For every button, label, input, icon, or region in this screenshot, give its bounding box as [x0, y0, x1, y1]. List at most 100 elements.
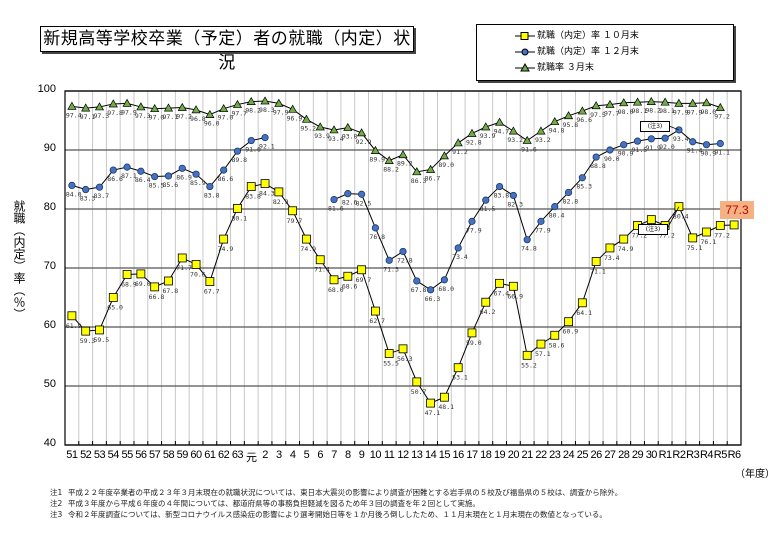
- x-tick-label: R2: [672, 449, 686, 461]
- svg-text:97.2: 97.2: [176, 113, 192, 121]
- svg-text:98.2: 98.2: [645, 107, 661, 115]
- svg-text:80.4: 80.4: [673, 213, 689, 221]
- x-tick-label: 57: [149, 449, 161, 461]
- svg-text:47.1: 47.1: [425, 409, 441, 417]
- svg-text:70.6: 70.6: [190, 270, 206, 278]
- x-tick-label: 16: [452, 449, 465, 461]
- x-tick-label: 61: [204, 449, 216, 461]
- svg-text:97.9: 97.9: [121, 108, 137, 116]
- svg-text:97.4: 97.4: [66, 111, 82, 119]
- legend-item-december: 就職（内定）率 １２月末: [515, 45, 639, 59]
- legend-label: 就職（内定）率 １２月末: [537, 47, 639, 57]
- svg-text:96.9: 96.9: [287, 114, 303, 122]
- svg-text:96.0: 96.0: [204, 120, 220, 128]
- svg-text:86.7: 86.7: [425, 174, 441, 182]
- svg-text:71.1: 71.1: [590, 268, 606, 276]
- x-tick-label: 7: [331, 449, 337, 461]
- svg-text:85.6: 85.6: [162, 181, 178, 189]
- svg-text:93.2: 93.2: [507, 136, 523, 144]
- x-tick-label: 11: [383, 449, 395, 461]
- svg-text:80.4: 80.4: [549, 212, 565, 220]
- footnote-2: 注2 平成３年度から平成６年度の４年間については、都道府県等の事務負担軽減を図るた…: [50, 499, 480, 508]
- x-tick-label: 10: [369, 449, 382, 461]
- svg-text:93.4: 93.4: [328, 135, 344, 143]
- footnotes: 注1 平成２２年度卒業者の平成２３年３月末現在の就職状況については、東日本大震災の…: [50, 487, 622, 520]
- svg-text:84.3: 84.3: [259, 190, 275, 198]
- svg-text:76.8: 76.8: [369, 233, 385, 241]
- svg-text:92.0: 92.0: [659, 143, 675, 151]
- x-tick-label: 56: [135, 449, 147, 461]
- svg-text:74.8: 74.8: [521, 245, 537, 253]
- svg-text:97.9: 97.9: [273, 108, 289, 116]
- svg-text:71.3: 71.3: [383, 265, 399, 273]
- svg-text:67.8: 67.8: [411, 286, 427, 294]
- chart-legend: 就職（内定）率 １０月末 就職（内定）率 １２月末 就職率 ３月末: [476, 24, 734, 81]
- x-tick-label: 3: [276, 449, 282, 461]
- svg-text:77.2: 77.2: [659, 232, 675, 240]
- svg-text:98.3: 98.3: [259, 106, 275, 114]
- x-tick-label: 63: [231, 449, 244, 461]
- svg-text:97.8: 97.8: [107, 109, 123, 117]
- svg-text:92.8: 92.8: [466, 138, 482, 146]
- svg-text:97.2: 97.2: [714, 113, 730, 121]
- svg-text:72.8: 72.8: [397, 256, 413, 264]
- footnote-1: 注1 平成２２年度卒業者の平成２３年３月末現在の就職状況については、東日本大震災の…: [50, 488, 623, 497]
- svg-text:64.1: 64.1: [576, 309, 592, 317]
- svg-text:98.0: 98.0: [701, 108, 717, 116]
- svg-text:66.9: 66.9: [507, 292, 523, 300]
- x-tick-label: 18: [480, 449, 492, 461]
- y-tick-label: 80: [43, 201, 56, 213]
- svg-text:91.6: 91.6: [245, 146, 261, 154]
- svg-text:83.3: 83.3: [80, 195, 96, 203]
- x-tick-label: 54: [107, 449, 120, 461]
- x-tick-label: 5: [303, 449, 310, 461]
- svg-text:91.4: 91.4: [687, 147, 703, 155]
- svg-text:82.9: 82.9: [273, 198, 289, 206]
- x-tick-label: 13: [411, 449, 423, 461]
- x-tick-label: 52: [80, 449, 92, 461]
- x-tick-label: 12: [397, 449, 409, 461]
- svg-text:59.0: 59.0: [466, 339, 482, 347]
- svg-text:90.0: 90.0: [604, 155, 620, 163]
- svg-text:85.5: 85.5: [149, 182, 165, 190]
- triangle-marker-icon: [515, 63, 535, 72]
- svg-text:92.9: 92.9: [356, 138, 372, 146]
- svg-text:86.3: 86.3: [411, 177, 427, 185]
- svg-text:74.9: 74.9: [218, 245, 234, 253]
- svg-text:83.7: 83.7: [93, 192, 109, 200]
- svg-text:97.0: 97.0: [218, 114, 234, 122]
- x-tick-label: 58: [162, 449, 175, 461]
- svg-text:77.9: 77.9: [535, 226, 551, 234]
- svg-text:71.4: 71.4: [314, 266, 330, 274]
- x-tick-label: R3: [686, 449, 700, 461]
- svg-text:90.9: 90.9: [701, 150, 717, 158]
- svg-text:89.9: 89.9: [369, 156, 385, 164]
- svg-text:90.9: 90.9: [618, 150, 634, 158]
- svg-text:98.1: 98.1: [659, 107, 675, 115]
- svg-text:61.9: 61.9: [66, 322, 82, 330]
- svg-text:68.0: 68.0: [328, 286, 344, 294]
- x-tick-label: 15: [438, 449, 451, 461]
- highlight-latest-value: 77.3: [720, 201, 754, 219]
- x-tick-label: 元: [245, 452, 257, 464]
- svg-text:93.9: 93.9: [314, 132, 330, 140]
- svg-text:79.7: 79.7: [287, 217, 303, 225]
- y-tick-label: 90: [43, 142, 56, 154]
- x-tick-label: 21: [521, 449, 534, 461]
- svg-text:62.7: 62.7: [369, 317, 385, 325]
- svg-text:69.0: 69.0: [135, 280, 151, 288]
- x-tick-label: 17: [466, 449, 478, 461]
- x-tick-label: 29: [631, 449, 644, 461]
- svg-text:91.1: 91.1: [714, 149, 730, 157]
- svg-text:59.5: 59.5: [93, 336, 109, 344]
- svg-text:95.2: 95.2: [300, 124, 316, 132]
- svg-text:97.9: 97.9: [687, 108, 703, 116]
- callout-note3-october: (注3): [638, 224, 668, 235]
- x-tick-label: 19: [493, 449, 506, 461]
- y-tick-label: 70: [43, 260, 56, 272]
- square-marker-icon: [515, 32, 535, 40]
- svg-text:93.8: 93.8: [342, 133, 358, 141]
- svg-text:96.6: 96.6: [576, 116, 592, 124]
- x-tick-label: 27: [604, 449, 616, 461]
